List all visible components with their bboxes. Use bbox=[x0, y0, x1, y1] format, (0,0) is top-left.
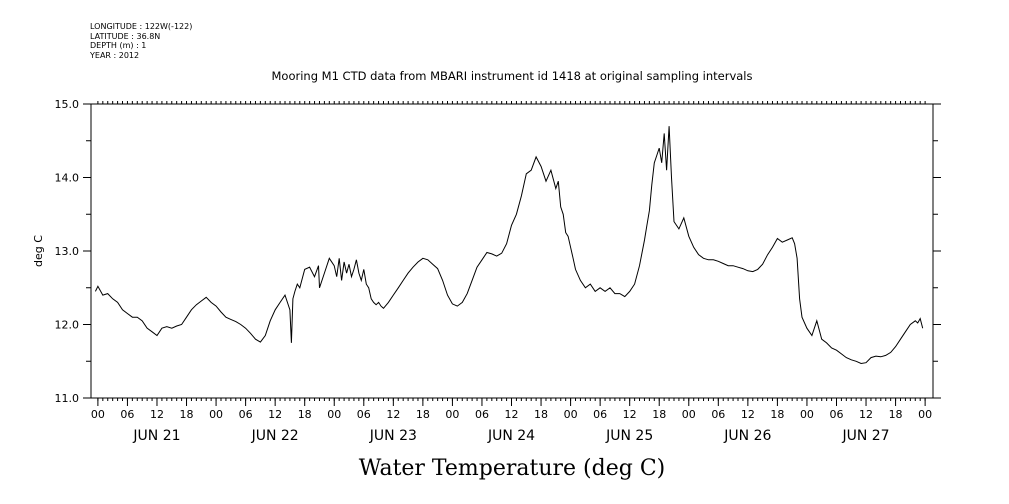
x-day-label: JUN 27 bbox=[841, 428, 889, 444]
x-hour-tick-label: 00 bbox=[800, 408, 814, 421]
x-day-label: JUN 21 bbox=[132, 428, 180, 444]
x-hour-tick-label: 18 bbox=[180, 408, 194, 421]
x-hour-tick-label: 18 bbox=[416, 408, 430, 421]
x-hour-tick-label: 12 bbox=[623, 408, 637, 421]
x-hour-tick-label: 18 bbox=[889, 408, 903, 421]
x-hour-tick-label: 12 bbox=[505, 408, 519, 421]
x-hour-tick-label: 00 bbox=[682, 408, 696, 421]
x-day-label: JUN 23 bbox=[369, 428, 417, 444]
x-hour-tick-label: 18 bbox=[298, 408, 312, 421]
y-axis-label: deg C bbox=[32, 235, 45, 267]
x-hour-tick-label: 06 bbox=[593, 408, 607, 421]
x-hour-tick-label: 00 bbox=[445, 408, 459, 421]
x-day-label: JUN 24 bbox=[487, 428, 535, 444]
x-hour-tick-label: 18 bbox=[652, 408, 666, 421]
x-day-label: JUN 26 bbox=[723, 428, 771, 444]
x-hour-tick-label: 06 bbox=[829, 408, 843, 421]
minor-hour-ticks bbox=[97, 101, 926, 401]
y-axis: 11.0 12.0 13.0 14.0 15.0 bbox=[55, 98, 941, 405]
latitude-label: LATITUDE : 36.8N bbox=[90, 31, 161, 41]
x-axis-label: Water Temperature (deg C) bbox=[359, 456, 666, 481]
x-hour-tick-label: 06 bbox=[357, 408, 371, 421]
station-metadata: LONGITUDE : 122W(-122) LATITUDE : 36.8N … bbox=[90, 22, 192, 60]
x-hour-tick-label: 12 bbox=[150, 408, 164, 421]
x-hour-tick-label: 12 bbox=[859, 408, 873, 421]
x-hour-tick-label: 12 bbox=[386, 408, 400, 421]
x-hour-tick-label: 18 bbox=[770, 408, 784, 421]
x-hour-tick-label: 00 bbox=[918, 408, 932, 421]
y-tick-label: 15.0 bbox=[55, 98, 80, 111]
y-tick-label: 14.0 bbox=[55, 172, 80, 185]
longitude-label: LONGITUDE : 122W(-122) bbox=[90, 22, 193, 31]
x-hour-tick-label: 00 bbox=[564, 408, 578, 421]
x-hour-tick-label: 12 bbox=[268, 408, 282, 421]
x-hour-tick-label: 18 bbox=[534, 408, 548, 421]
y-tick-label: 12.0 bbox=[55, 319, 80, 332]
x-hour-tick-label: 06 bbox=[120, 408, 134, 421]
y-tick-label: 11.0 bbox=[55, 392, 80, 405]
y-tick-label: 13.0 bbox=[55, 245, 80, 258]
chart-title: Mooring M1 CTD data from MBARI instrumen… bbox=[272, 69, 753, 83]
x-hour-tick-label: 06 bbox=[239, 408, 253, 421]
x-hour-tick-label: 06 bbox=[711, 408, 725, 421]
x-day-label: JUN 25 bbox=[605, 428, 653, 444]
depth-label: DEPTH (m) : 1 bbox=[90, 41, 147, 50]
x-hour-tick-label: 00 bbox=[91, 408, 105, 421]
x-axis: 00 06 12 18 00 06 12 18 00 06 12 18 00 06 12 18 00 06 12 18… bbox=[91, 398, 932, 444]
x-hour-tick-label: 06 bbox=[475, 408, 489, 421]
series-line-water-temperature bbox=[94, 126, 924, 365]
x-hour-tick-label: 00 bbox=[209, 408, 223, 421]
x-hour-tick-label: 00 bbox=[327, 408, 341, 421]
x-hour-tick-label: 12 bbox=[741, 408, 755, 421]
x-day-label: JUN 22 bbox=[251, 428, 299, 444]
year-label: YEAR : 2012 bbox=[90, 50, 140, 60]
plot-frame bbox=[90, 103, 934, 399]
